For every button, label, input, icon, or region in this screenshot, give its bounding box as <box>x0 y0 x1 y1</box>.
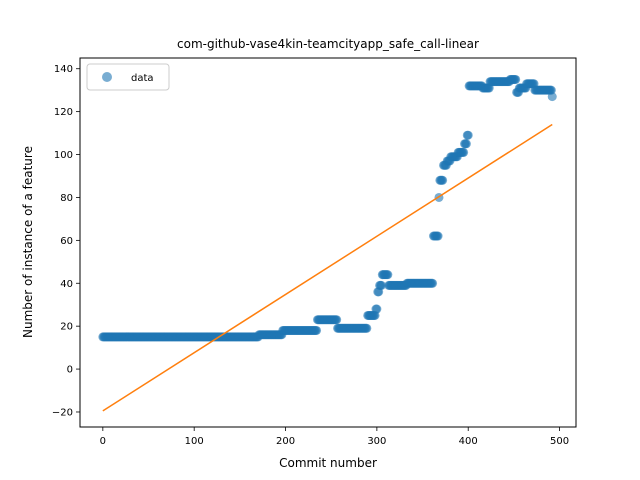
fit-line-group <box>102 123 553 412</box>
data-point <box>383 270 393 280</box>
axes-frame <box>79 57 577 428</box>
chart-title: com-github-vase4kin-teamcityapp_safe_cal… <box>177 37 479 51</box>
x-tick-label: 500 <box>550 436 569 447</box>
legend-label-data: data <box>131 73 154 84</box>
x-tick-label: 200 <box>276 436 295 447</box>
data-point <box>376 280 386 290</box>
data-point <box>428 278 438 288</box>
y-tick-label: 120 <box>54 107 73 118</box>
data-point <box>433 231 443 241</box>
data-point <box>463 130 473 140</box>
y-tick-label: 100 <box>54 150 73 161</box>
y-axis: −20 0 20 40 60 80 100 120 140 <box>52 64 80 418</box>
legend: data <box>86 63 170 91</box>
data-point <box>459 147 469 157</box>
y-tick-label: −20 <box>52 407 73 418</box>
x-axis-label: Commit number <box>279 456 377 470</box>
x-tick-label: 300 <box>367 436 386 447</box>
x-tick-label: 0 <box>100 436 106 447</box>
fit-line <box>102 123 553 412</box>
legend-box <box>86 63 170 91</box>
x-tick-label: 100 <box>185 436 204 447</box>
x-tick-label: 400 <box>459 436 478 447</box>
data-point <box>372 304 382 314</box>
y-tick-label: 0 <box>67 365 73 376</box>
y-tick-label: 60 <box>60 236 73 247</box>
plot-area <box>98 74 557 412</box>
data-point <box>511 74 521 84</box>
data-point <box>362 323 372 333</box>
data-point <box>547 92 557 102</box>
data-point <box>438 175 448 185</box>
data-point <box>332 315 342 325</box>
y-tick-label: 80 <box>60 193 73 204</box>
data-point <box>461 139 471 149</box>
y-axis-label: Number of instance of a feature <box>21 146 35 338</box>
y-tick-label: 40 <box>60 279 73 290</box>
data-points <box>98 74 557 342</box>
legend-marker <box>102 72 112 82</box>
y-tick-label: 20 <box>60 322 73 333</box>
x-axis: 0 100 200 300 400 500 <box>100 427 569 447</box>
data-point <box>312 325 322 335</box>
y-tick-label: 140 <box>54 64 73 75</box>
